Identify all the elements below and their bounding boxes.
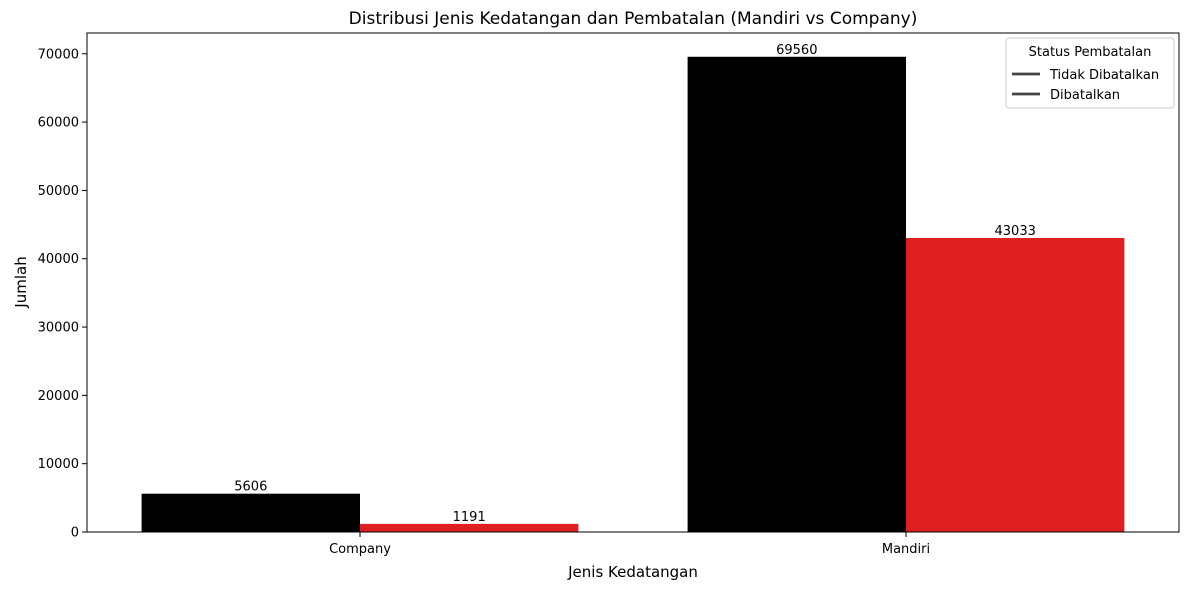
y-tick-label-70000: 70000 <box>38 47 79 62</box>
bar-company-tidak-dibatalkan <box>141 493 360 532</box>
legend: Status Pembatalan Tidak Dibatalkan Dibat… <box>1005 37 1175 109</box>
y-tick-label-20000: 20000 <box>38 389 79 404</box>
data-label-company-dibatalkan: 1191 <box>453 510 486 525</box>
x-axis-label: Jenis Kedatangan <box>567 563 698 581</box>
legend-box <box>1005 37 1175 109</box>
plot-area: 5606 1191 Company 69560 43033 Mandiri 0 10000 20… <box>38 32 1180 557</box>
y-tick-label-50000: 50000 <box>38 184 79 199</box>
y-tick-label-30000: 30000 <box>38 321 79 336</box>
y-tick-label-60000: 60000 <box>38 116 79 131</box>
legend-label-dibatalkan: Dibatalkan <box>1050 88 1120 103</box>
bar-company-dibatalkan <box>360 523 579 532</box>
data-label-company-tidak-dibatalkan: 5606 <box>234 480 267 495</box>
data-label-mandiri-tidak-dibatalkan: 69560 <box>776 43 817 58</box>
chart-title: Distribusi Jenis Kedatangan dan Pembatal… <box>349 9 918 29</box>
plot-frame <box>86 32 1180 533</box>
x-tick-label-company: Company <box>329 542 391 557</box>
y-tick-label-40000: 40000 <box>38 252 79 267</box>
bar-mandiri-dibatalkan <box>906 237 1125 532</box>
data-label-mandiri-dibatalkan: 43033 <box>995 224 1036 239</box>
y-tick-label-10000: 10000 <box>38 457 79 472</box>
y-tick-label-0: 0 <box>71 526 79 541</box>
legend-title: Status Pembatalan <box>1029 45 1152 60</box>
y-axis-label: Jumlah <box>12 256 30 308</box>
bar-mandiri-tidak-dibatalkan <box>687 56 906 533</box>
legend-label-tidak-dibatalkan: Tidak Dibatalkan <box>1049 68 1159 83</box>
x-tick-label-mandiri: Mandiri <box>882 542 930 557</box>
